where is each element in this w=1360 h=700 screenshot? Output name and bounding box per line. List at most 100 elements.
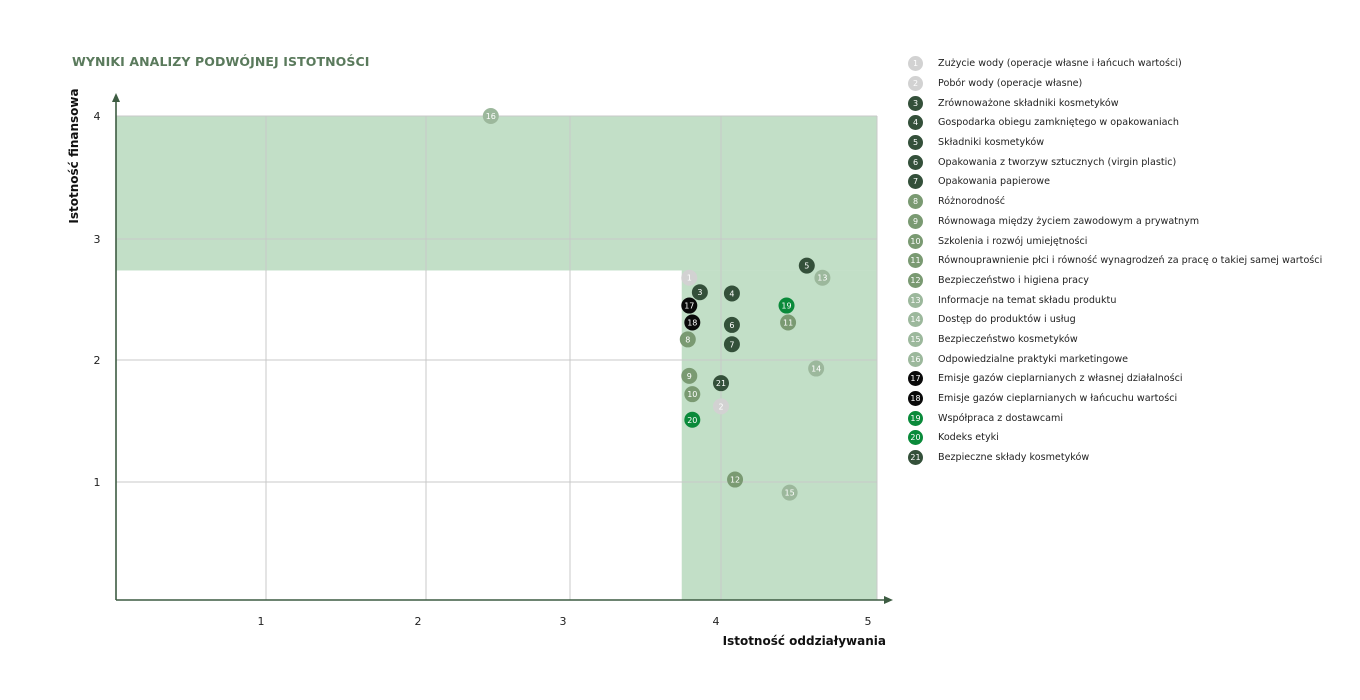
- legend-marker: 16: [908, 351, 923, 367]
- y-axis-arrow-icon: [112, 93, 120, 102]
- legend-label: Emisje gazów cieplarnianych z własnej dz…: [938, 373, 1183, 385]
- legend-item: 7 Opakowania papierowe: [908, 172, 1322, 192]
- legend-marker: 4: [908, 115, 923, 131]
- data-point-label-20: 20: [687, 416, 697, 425]
- legend-item: 3 Zrównoważone składniki kosmetyków: [908, 93, 1322, 113]
- legend-label: Składniki kosmetyków: [938, 137, 1045, 149]
- data-point-13: [814, 269, 831, 286]
- data-point-17: [681, 297, 698, 314]
- legend-label: Równowaga między życiem zawodowym a pryw…: [938, 215, 1200, 227]
- legend-label: Współpraca z dostawcami: [938, 412, 1063, 424]
- legend-label: Informacje na temat składu produktu: [938, 294, 1117, 306]
- legend-item: 1 Zużycie wody (operacje własne i łańcuch…: [908, 54, 1322, 74]
- legend-label: Opakowania z tworzyw sztucznych (virgin …: [938, 156, 1177, 168]
- data-point-14: [808, 360, 825, 377]
- data-point-label-11: 11: [783, 318, 793, 327]
- legend-marker: 13: [908, 292, 923, 308]
- data-point-label-5: 5: [804, 262, 809, 271]
- legend-item: 2 Pobór wody (operacje własne): [908, 74, 1322, 94]
- data-point-9: [681, 367, 698, 384]
- data-point-label-15: 15: [785, 489, 795, 498]
- legend-marker: 7: [908, 174, 923, 190]
- data-point-19: [778, 297, 795, 314]
- data-point-4: [723, 285, 740, 302]
- data-point-20: [684, 411, 701, 428]
- data-point-18: [684, 314, 701, 331]
- data-point-label-16: 16: [486, 112, 496, 121]
- x-tick-label: 5: [865, 615, 872, 628]
- legend-marker: 11: [908, 253, 923, 269]
- legend: 1 Zużycie wody (operacje własne i łańcuch…: [908, 54, 1322, 467]
- data-point-label-12: 12: [730, 476, 740, 485]
- legend-item: 5 Składniki kosmetyków: [908, 133, 1322, 153]
- legend-item: 8 Różnorodność: [908, 192, 1322, 212]
- legend-item: 11 Równouprawnienie płci i równość wynagr…: [908, 251, 1322, 271]
- data-point-label-21: 21: [716, 379, 726, 388]
- x-axis-label: Istotność oddziaływania: [722, 634, 886, 648]
- data-point-10: [684, 386, 701, 403]
- legend-marker: 9: [908, 213, 923, 229]
- data-point-label-3: 3: [697, 288, 702, 297]
- legend-marker: 8: [908, 194, 923, 210]
- data-point-16: [482, 108, 499, 124]
- data-point-label-13: 13: [817, 274, 827, 283]
- data-point-label-2: 2: [718, 402, 723, 411]
- legend-label: Pobór wody (operacje własne): [938, 78, 1083, 90]
- data-point-6: [723, 316, 740, 333]
- legend-label: Gospodarka obiegu zamkniętego w opakowan…: [938, 117, 1179, 129]
- legend-label: Bezpieczne składy kosmetyków: [938, 452, 1090, 464]
- legend-item: 18 Emisje gazów cieplarnianych w łańcuchu…: [908, 389, 1322, 409]
- data-point-12: [727, 471, 744, 488]
- data-point-label-17: 17: [684, 302, 694, 311]
- y-tick-label: 2: [94, 354, 101, 367]
- legend-item: 20 Kodeks etyki: [908, 428, 1322, 448]
- legend-marker: 10: [908, 233, 923, 249]
- data-point-label-14: 14: [811, 365, 821, 374]
- legend-item: 6 Opakowania z tworzyw sztucznych (virgin…: [908, 152, 1322, 172]
- x-tick-label: 1: [258, 615, 265, 628]
- data-point-7: [723, 336, 740, 353]
- legend-marker: 18: [908, 391, 923, 407]
- legend-marker: 15: [908, 331, 923, 347]
- data-point-label-6: 6: [729, 321, 734, 330]
- data-point-label-10: 10: [687, 390, 697, 399]
- legend-marker: 21: [908, 450, 923, 466]
- material-region-right: [681, 270, 877, 600]
- legend-label: Bezpieczeństwo kosmetyków: [938, 333, 1078, 345]
- data-point-8: [679, 331, 696, 348]
- legend-item: 9 Równowaga między życiem zawodowym a pry…: [908, 212, 1322, 232]
- legend-label: Kodeks etyki: [938, 432, 999, 444]
- data-point-2: [713, 398, 729, 415]
- legend-marker: 14: [908, 312, 923, 328]
- legend-item: 16 Odpowiedzialne praktyki marketingowe: [908, 349, 1322, 369]
- legend-marker: 2: [908, 76, 923, 92]
- legend-marker: 12: [908, 272, 923, 288]
- legend-marker: 20: [908, 430, 923, 446]
- data-point-label-1: 1: [687, 274, 692, 283]
- legend-label: Bezpieczeństwo i higiena pracy: [938, 274, 1089, 286]
- data-point-15: [781, 484, 798, 501]
- x-tick-label: 4: [713, 615, 720, 628]
- data-point-3: [691, 284, 708, 301]
- legend-marker: 1: [908, 56, 923, 72]
- data-point-1: [681, 269, 698, 286]
- legend-item: 12 Bezpieczeństwo i higiena pracy: [908, 271, 1322, 291]
- legend-item: 14 Dostęp do produktów i usług: [908, 310, 1322, 330]
- legend-label: Emisje gazów cieplarnianych w łańcuchu w…: [938, 393, 1178, 405]
- data-point-label-4: 4: [729, 289, 734, 298]
- legend-marker: 3: [908, 95, 923, 111]
- y-tick-label: 1: [94, 476, 101, 489]
- legend-label: Równouprawnienie płci i równość wynagrod…: [938, 255, 1323, 267]
- legend-marker: 5: [908, 135, 923, 151]
- legend-label: Szkolenia i rozwój umiejętności: [938, 235, 1088, 247]
- legend-label: Dostęp do produktów i usług: [938, 314, 1076, 326]
- legend-item: 19 Współpraca z dostawcami: [908, 408, 1322, 428]
- x-tick-label: 2: [415, 615, 422, 628]
- x-tick-label: 3: [560, 615, 567, 628]
- legend-item: 13 Informacje na temat składu produktu: [908, 290, 1322, 310]
- legend-marker: 19: [908, 410, 923, 426]
- legend-marker: 17: [908, 371, 923, 387]
- data-point-21: [713, 375, 729, 392]
- legend-item: 10 Szkolenia i rozwój umiejętności: [908, 231, 1322, 251]
